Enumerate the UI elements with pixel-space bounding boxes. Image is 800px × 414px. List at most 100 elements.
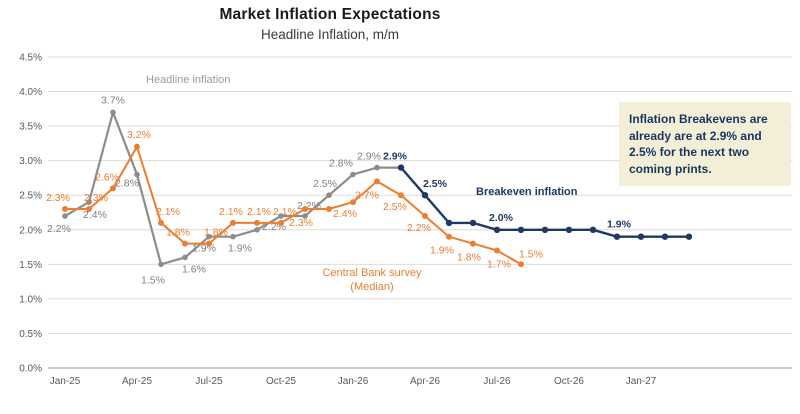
point-label-central-bank-survey: 2.3% xyxy=(84,192,108,204)
point-label-breakeven-inflation: 2.9% xyxy=(383,151,408,163)
data-point-headline-inflation xyxy=(158,261,164,268)
point-label-breakeven-inflation: 1.9% xyxy=(607,219,632,231)
data-point-central-bank-survey xyxy=(398,192,404,199)
point-label-central-bank-survey: 2.1% xyxy=(247,206,271,218)
x-tick-label: Jul-25 xyxy=(195,376,223,387)
point-label-central-bank-survey: 3.2% xyxy=(127,129,151,141)
point-label-breakeven-inflation: 2.0% xyxy=(489,212,514,224)
x-tick-label: Jan-26 xyxy=(338,376,369,387)
data-point-central-bank-survey xyxy=(110,185,116,192)
data-point-breakeven-inflation xyxy=(685,233,693,240)
x-tick-label: Jan-27 xyxy=(626,376,657,387)
y-tick-label: 4.5% xyxy=(19,53,42,64)
point-label-headline-inflation: 2.2% xyxy=(297,200,321,212)
data-point-central-bank-survey xyxy=(182,240,188,247)
data-point-breakeven-inflation xyxy=(469,219,477,227)
data-point-central-bank-survey xyxy=(206,240,212,247)
point-label-headline-inflation: 2.4% xyxy=(83,209,107,221)
data-point-breakeven-inflation xyxy=(541,226,549,233)
data-point-central-bank-survey xyxy=(278,219,284,226)
data-point-central-bank-survey xyxy=(470,240,476,247)
data-point-central-bank-survey xyxy=(302,206,308,212)
data-point-central-bank-survey xyxy=(158,219,164,226)
data-point-central-bank-survey xyxy=(230,219,236,226)
point-label-central-bank-survey: 2.3% xyxy=(46,192,70,204)
data-point-breakeven-inflation xyxy=(445,219,453,227)
annotation-box: Inflation Breakevens are already are at … xyxy=(619,102,791,187)
data-point-central-bank-survey xyxy=(374,178,380,185)
point-label-central-bank-survey: 1.5% xyxy=(519,248,543,260)
point-label-headline-inflation: 2.8% xyxy=(115,178,139,190)
point-label-central-bank-survey: 1.8% xyxy=(457,252,481,264)
y-tick-label: 1.0% xyxy=(19,294,42,305)
data-point-headline-inflation xyxy=(206,233,212,240)
chart-header: Market Inflation Expectations Headline I… xyxy=(0,6,660,42)
data-point-central-bank-survey xyxy=(62,206,68,212)
point-label-central-bank-survey: 1.9% xyxy=(430,245,454,257)
series-label-headline-inflation: Headline inflation xyxy=(146,74,231,86)
x-tick-label: Apr-25 xyxy=(122,376,152,387)
data-point-breakeven-inflation xyxy=(589,226,597,233)
point-label-breakeven-inflation: 2.5% xyxy=(423,178,448,190)
data-point-headline-inflation xyxy=(230,233,236,240)
y-tick-label: 2.5% xyxy=(19,191,42,202)
y-tick-label: 0.5% xyxy=(19,329,42,340)
point-label-central-bank-survey: 2.2% xyxy=(407,222,431,234)
series-line-central-bank-survey xyxy=(64,145,522,266)
point-label-headline-inflation: 3.7% xyxy=(101,94,125,106)
data-point-headline-inflation xyxy=(254,227,260,233)
y-tick-label: 1.5% xyxy=(19,260,42,271)
data-point-central-bank-survey xyxy=(254,219,260,226)
data-point-breakeven-inflation xyxy=(517,226,525,233)
data-point-headline-inflation xyxy=(326,192,332,198)
point-label-headline-inflation: 2.2% xyxy=(47,223,71,235)
data-point-headline-inflation xyxy=(62,213,68,219)
data-point-headline-inflation xyxy=(302,213,308,219)
point-label-central-bank-survey: 1.8% xyxy=(166,227,190,239)
data-point-breakeven-inflation xyxy=(613,233,621,240)
point-label-headline-inflation: 1.9% xyxy=(228,243,252,255)
point-label-headline-inflation: 1.6% xyxy=(182,263,206,275)
data-point-breakeven-inflation xyxy=(493,226,501,233)
data-point-central-bank-survey xyxy=(350,199,356,206)
y-tick-label: 2.0% xyxy=(19,225,42,236)
y-tick-label: 0.0% xyxy=(19,364,42,375)
data-point-headline-inflation xyxy=(278,213,284,219)
y-tick-label: 3.0% xyxy=(19,156,42,167)
data-point-central-bank-survey xyxy=(86,206,92,212)
x-tick-label: Oct-25 xyxy=(266,376,296,387)
point-label-central-bank-survey: 2.3% xyxy=(289,217,313,229)
data-point-headline-inflation xyxy=(350,171,356,178)
series-label-central-bank-survey: Central Bank survey (Median) xyxy=(322,267,422,294)
data-point-headline-inflation xyxy=(182,254,188,261)
y-tick-label: 3.5% xyxy=(19,122,42,133)
data-point-breakeven-inflation xyxy=(661,233,669,240)
x-tick-label: Jan-25 xyxy=(50,376,81,387)
chart-title: Market Inflation Expectations xyxy=(219,6,441,23)
data-point-breakeven-inflation xyxy=(421,192,429,199)
data-point-breakeven-inflation xyxy=(397,164,405,171)
data-point-headline-inflation xyxy=(134,171,140,178)
point-label-central-bank-survey: 2.1% xyxy=(273,206,297,218)
data-point-central-bank-survey xyxy=(326,206,332,212)
point-label-central-bank-survey: 1.7% xyxy=(487,259,511,271)
data-point-central-bank-survey xyxy=(494,247,500,254)
point-label-central-bank-survey: 2.1% xyxy=(219,206,243,218)
point-label-headline-inflation: 2.9% xyxy=(357,151,381,163)
data-point-headline-inflation xyxy=(86,199,92,205)
point-label-central-bank-survey: 2.5% xyxy=(383,201,407,213)
data-point-headline-inflation xyxy=(374,164,380,171)
point-label-central-bank-survey: 2.4% xyxy=(333,208,357,220)
data-point-central-bank-survey xyxy=(446,233,452,240)
data-point-central-bank-survey xyxy=(518,261,524,268)
x-tick-label: Jul-26 xyxy=(483,376,511,387)
series-label-breakeven-inflation: Breakeven inflation xyxy=(476,186,578,198)
point-label-central-bank-survey: 1.8% xyxy=(204,227,228,239)
data-point-breakeven-inflation xyxy=(565,226,573,233)
x-tick-label: Oct-26 xyxy=(554,376,584,387)
data-point-breakeven-inflation xyxy=(637,233,645,240)
point-label-headline-inflation: 2.8% xyxy=(329,158,353,170)
data-point-central-bank-survey xyxy=(134,143,140,150)
